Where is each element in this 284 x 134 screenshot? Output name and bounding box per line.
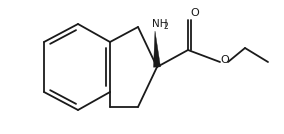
- Text: O: O: [220, 55, 229, 65]
- Text: 2: 2: [163, 22, 168, 31]
- Text: O: O: [190, 8, 199, 18]
- Text: NH: NH: [152, 19, 168, 29]
- Polygon shape: [154, 31, 160, 67]
